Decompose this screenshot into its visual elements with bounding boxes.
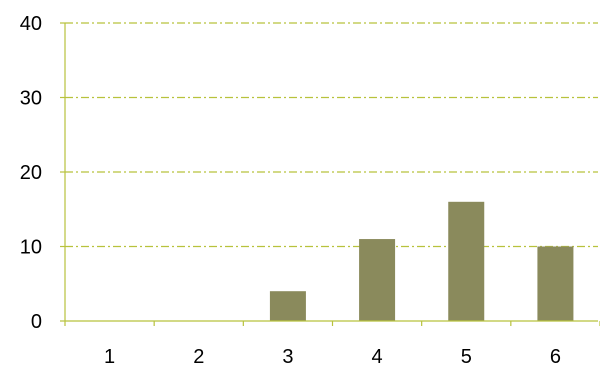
x-tick-label-2: 2 [193, 346, 204, 365]
x-tick-label-4: 4 [372, 346, 383, 365]
bar-4 [359, 239, 396, 321]
x-tick-label-1: 1 [104, 346, 115, 365]
bar-5 [448, 201, 485, 321]
x-tick-label-3: 3 [282, 346, 293, 365]
y-tick-label-30: 30 [20, 88, 42, 110]
bar-6 [537, 246, 574, 321]
x-tick-label-6: 6 [550, 346, 561, 365]
y-tick-label-40: 40 [20, 13, 42, 35]
axes [60, 22, 600, 326]
bars [269, 201, 574, 321]
y-tick-label-10: 10 [20, 237, 42, 259]
x-tick-label-5: 5 [461, 346, 472, 365]
bar-3 [269, 291, 306, 321]
y-tick-label-20: 20 [20, 162, 42, 184]
y-tick-label-0: 0 [31, 311, 42, 333]
tick-labels: 0 10 20 30 40 1 2 3 4 5 6 [20, 13, 561, 368]
gridlines [65, 22, 598, 248]
